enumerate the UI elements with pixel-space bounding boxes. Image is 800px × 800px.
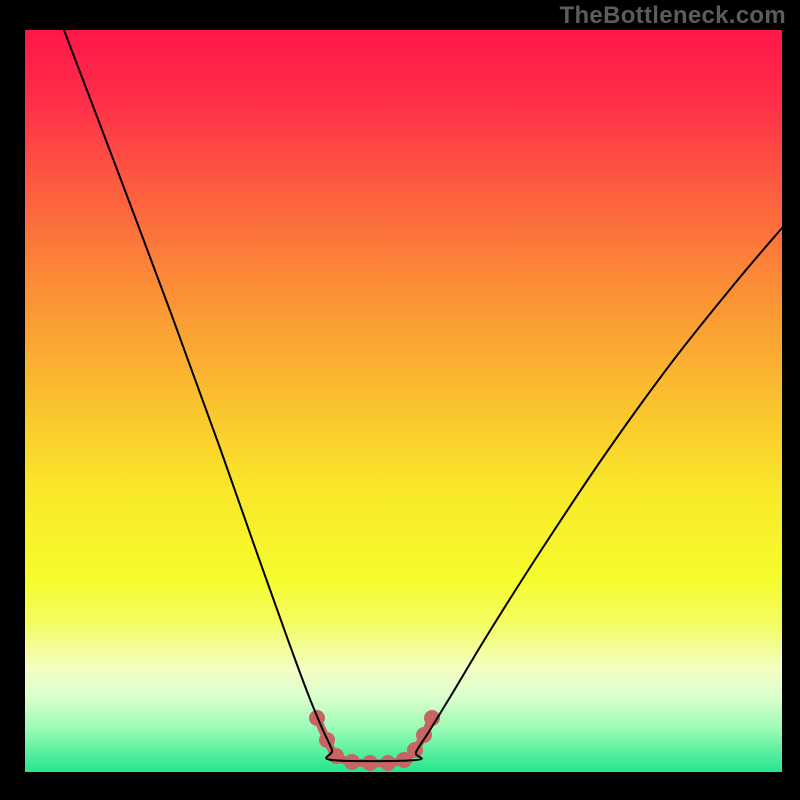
watermark-text: TheBottleneck.com bbox=[560, 2, 786, 30]
frame-border-bottom bbox=[0, 772, 800, 800]
bottleneck-chart bbox=[0, 0, 800, 800]
frame-border-right bbox=[782, 0, 800, 800]
frame-border-left bbox=[0, 0, 25, 800]
gradient-background bbox=[25, 30, 782, 772]
notch-marker-point bbox=[362, 755, 378, 771]
watermark-label: TheBottleneck.com bbox=[560, 2, 786, 29]
chart-frame: TheBottleneck.com bbox=[0, 0, 800, 800]
notch-marker-point bbox=[380, 755, 396, 771]
